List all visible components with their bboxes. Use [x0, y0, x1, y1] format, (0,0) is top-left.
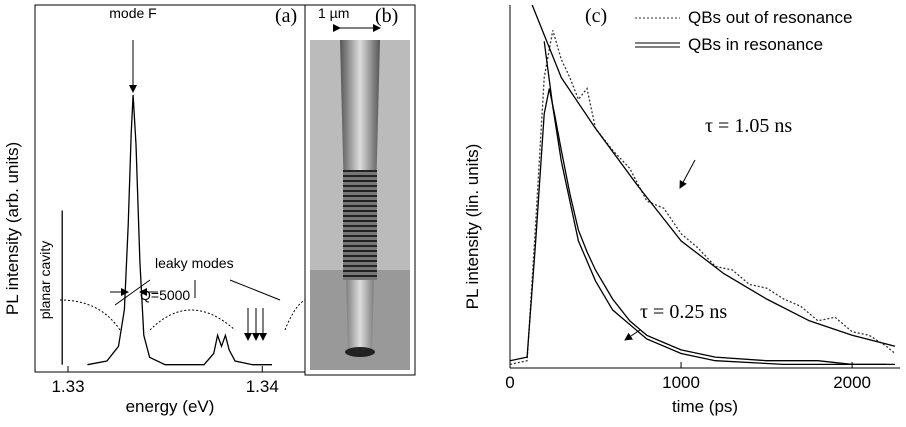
- y-axis-label: PL intensity (arb. units): [3, 142, 22, 315]
- x-tick-label: 1000: [662, 373, 700, 392]
- annotation: Q=5000: [140, 287, 190, 303]
- y-axis-label: PL intensity (lin. units): [463, 144, 482, 310]
- annotation: planar cavity: [37, 241, 53, 320]
- x-axis-label: energy (eV): [126, 397, 215, 416]
- x-axis-label: time (ps): [672, 397, 738, 416]
- data-line: [87, 94, 272, 366]
- scale-label: 1 µm: [318, 5, 349, 21]
- annotation: leaky modes: [155, 255, 234, 271]
- data-line: [509, 30, 896, 366]
- annotation: τ = 1.05 ns: [705, 115, 792, 137]
- data-line: [509, 88, 895, 366]
- decor-a: [59, 40, 306, 341]
- panel-label: (c): [585, 5, 607, 27]
- x-tick-label: 1.34: [246, 377, 279, 396]
- annotation: mode F: [109, 5, 156, 21]
- panel-label: (a): [275, 5, 297, 27]
- legend-label: QBs out of resonance: [688, 8, 852, 27]
- data-line: [531, 4, 896, 347]
- x-tick-label: 1.33: [51, 377, 84, 396]
- sem-image: 1 µm (b): [304, 4, 416, 376]
- legend-label: QBs in resonance: [688, 35, 823, 54]
- data-line: [543, 41, 887, 366]
- x-tick-label: 0: [505, 373, 514, 392]
- plot-frame: [34, 4, 306, 373]
- annotation: τ = 0.25 ns: [640, 301, 727, 323]
- x-tick-label: 2000: [833, 373, 871, 392]
- panel-label: (b): [375, 5, 398, 27]
